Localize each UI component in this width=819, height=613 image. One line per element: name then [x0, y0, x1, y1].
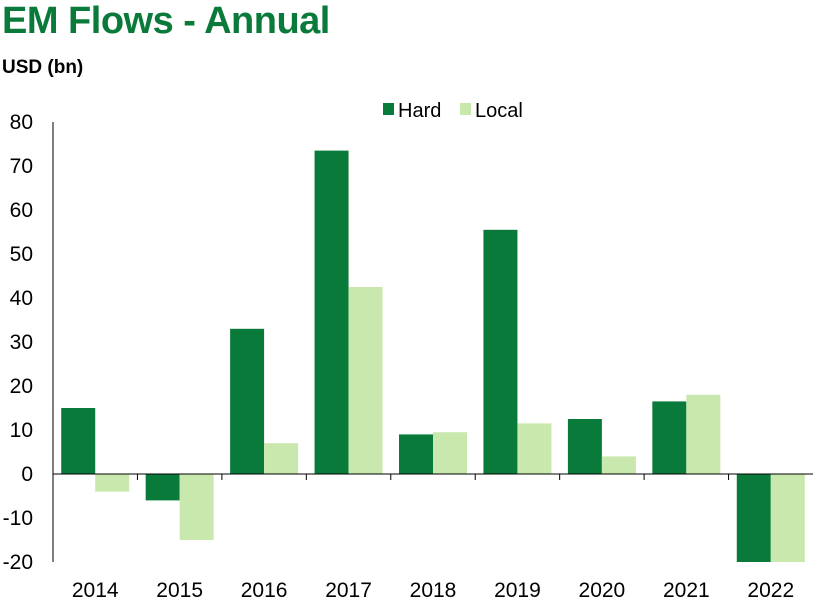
y-tick-labels: -20 -10 0 10 20 30 40 50 60 70 80 — [3, 111, 33, 574]
bar-hard-2014 — [61, 408, 96, 474]
y-tick-label: 20 — [10, 375, 33, 398]
x-tick-label: 2018 — [410, 579, 457, 602]
bar-local-2015 — [179, 474, 214, 540]
bar-local-2014 — [95, 474, 130, 492]
y-tick-label: 60 — [10, 199, 33, 222]
y-tick-label: 0 — [21, 463, 33, 486]
bar-hard-2021 — [652, 401, 687, 474]
bar-hard-2017 — [314, 150, 349, 474]
axes-layer — [52, 122, 813, 562]
y-tick-label: 70 — [10, 155, 33, 178]
bar-hard-2015 — [145, 474, 180, 501]
y-tick-label: 80 — [10, 111, 33, 134]
x-tick-label: 2020 — [579, 579, 626, 602]
unit-label: USD (bn) — [2, 57, 84, 78]
bar-hard-2020 — [567, 419, 602, 474]
bar-hard-2018 — [399, 434, 433, 474]
bar-hard-2016 — [230, 328, 265, 474]
y-tick-label: 30 — [10, 331, 33, 354]
y-tick-label: 10 — [10, 419, 33, 442]
x-tick-label: 2021 — [663, 579, 710, 602]
x-tick-label: 2022 — [747, 579, 794, 602]
legend-swatch-hard — [383, 103, 394, 115]
bar-local-2022 — [770, 474, 805, 562]
bar-local-2020 — [601, 456, 636, 474]
legend-label-hard: Hard — [398, 100, 441, 122]
bar-hard-2019 — [483, 229, 518, 474]
x-tick-labels: 2014 2015 2016 2017 2018 2019 2020 2021 2022 — [72, 579, 794, 602]
chart-title: EM Flows - Annual — [2, 0, 330, 42]
bar-hard-2022 — [736, 474, 771, 562]
legend-label-local: Local — [475, 100, 523, 122]
legend-swatch-local — [460, 103, 471, 115]
y-tick-label: 40 — [10, 287, 33, 310]
y-tick-label: -10 — [3, 507, 33, 530]
x-tick-label: 2015 — [156, 579, 203, 602]
legend: Hard Local — [383, 100, 523, 122]
x-tick-label: 2016 — [241, 579, 288, 602]
bar-local-2017 — [348, 287, 383, 474]
bar-local-2016 — [264, 443, 299, 474]
bar-local-2019 — [517, 423, 552, 474]
bar-local-2018 — [433, 432, 467, 474]
x-tick-label: 2014 — [72, 579, 119, 602]
bars-layer — [61, 150, 805, 562]
bar-local-2021 — [686, 394, 721, 474]
x-tick-label: 2019 — [494, 579, 541, 602]
y-tick-label: -20 — [3, 551, 33, 574]
y-tick-label: 50 — [10, 243, 33, 266]
x-tick-label: 2017 — [325, 579, 372, 602]
